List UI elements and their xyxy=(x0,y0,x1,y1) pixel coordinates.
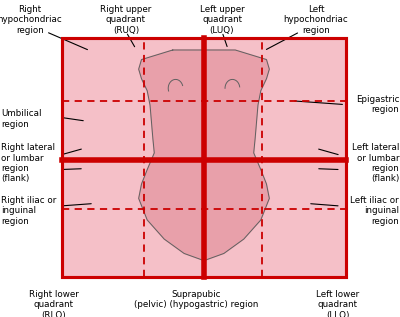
Text: Umbilical
region: Umbilical region xyxy=(1,109,41,129)
Text: Right upper
quadrant
(RUQ): Right upper quadrant (RUQ) xyxy=(100,5,152,35)
Text: Epigastric
region: Epigastric region xyxy=(356,95,399,114)
Polygon shape xyxy=(139,50,269,261)
Text: Right iliac or
inguinal
region: Right iliac or inguinal region xyxy=(1,196,56,226)
Text: Left iliac or
inguinal
region: Left iliac or inguinal region xyxy=(350,196,399,226)
Text: Left lower
quadrant
(LLQ): Left lower quadrant (LLQ) xyxy=(316,290,360,317)
Text: Right
hypochondriac
region: Right hypochondriac region xyxy=(0,5,62,35)
Text: Suprapubic
(pelvic) (hypogastric) region: Suprapubic (pelvic) (hypogastric) region xyxy=(134,290,258,309)
Bar xyxy=(62,38,346,277)
Text: Right lower
quadrant
(RLQ): Right lower quadrant (RLQ) xyxy=(29,290,79,317)
Text: Left upper
quadrant
(LUQ): Left upper quadrant (LUQ) xyxy=(200,5,244,35)
Text: Left
hypochondriac
region: Left hypochondriac region xyxy=(284,5,348,35)
Bar xyxy=(62,38,346,277)
Text: Left lateral
or lumbar
region
(flank): Left lateral or lumbar region (flank) xyxy=(352,143,399,183)
Text: Right lateral
or lumbar
region
(flank): Right lateral or lumbar region (flank) xyxy=(1,143,55,183)
